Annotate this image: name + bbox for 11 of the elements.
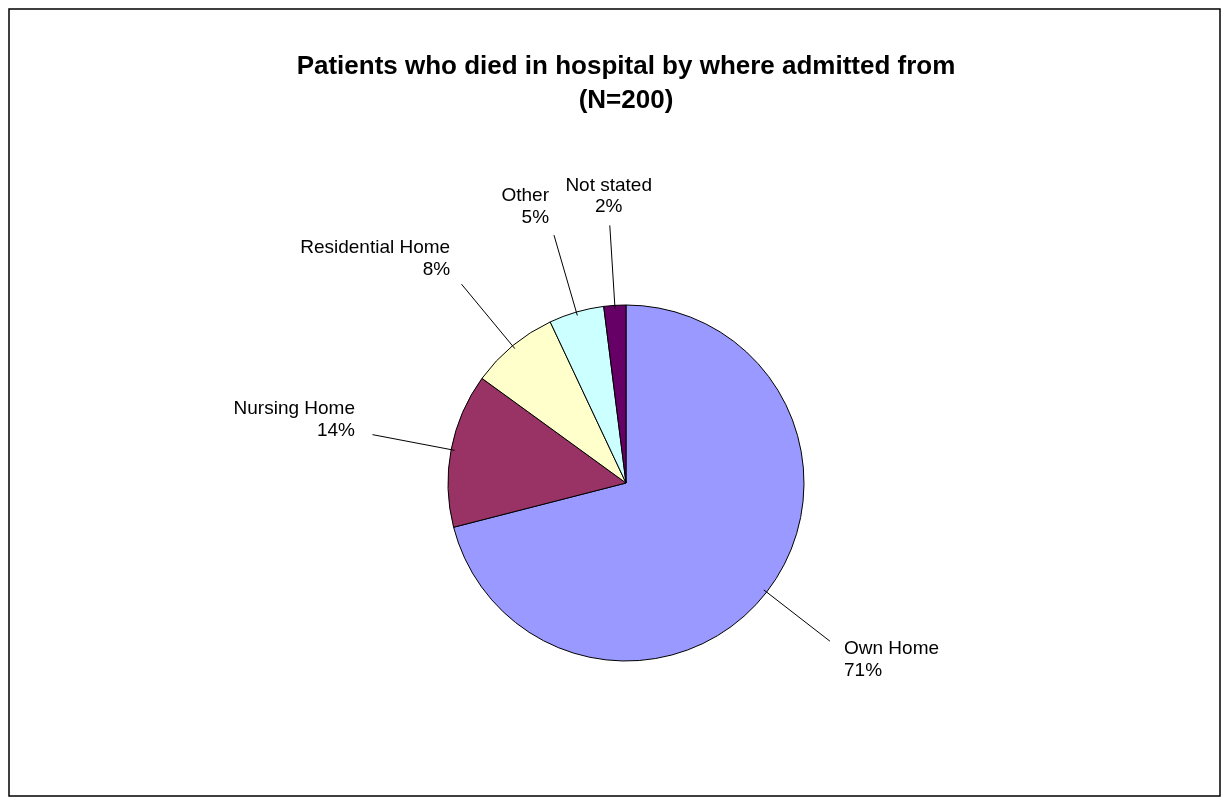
data-label: 71% bbox=[844, 658, 883, 680]
slice-label: Nursing Home bbox=[233, 397, 355, 419]
slice-label: Other bbox=[501, 183, 550, 205]
data-label: 5% bbox=[521, 205, 550, 227]
chart-title: Patients who died in hospital by where admitted from (N=200) bbox=[296, 50, 956, 114]
data-label: 2% bbox=[594, 195, 623, 217]
data-label: 14% bbox=[316, 419, 356, 441]
slice-label: Not stated bbox=[565, 173, 652, 195]
slice-label: Own Home bbox=[844, 637, 940, 658]
slice-label: Residential Home bbox=[300, 236, 451, 258]
data-label: 8% bbox=[422, 258, 451, 280]
